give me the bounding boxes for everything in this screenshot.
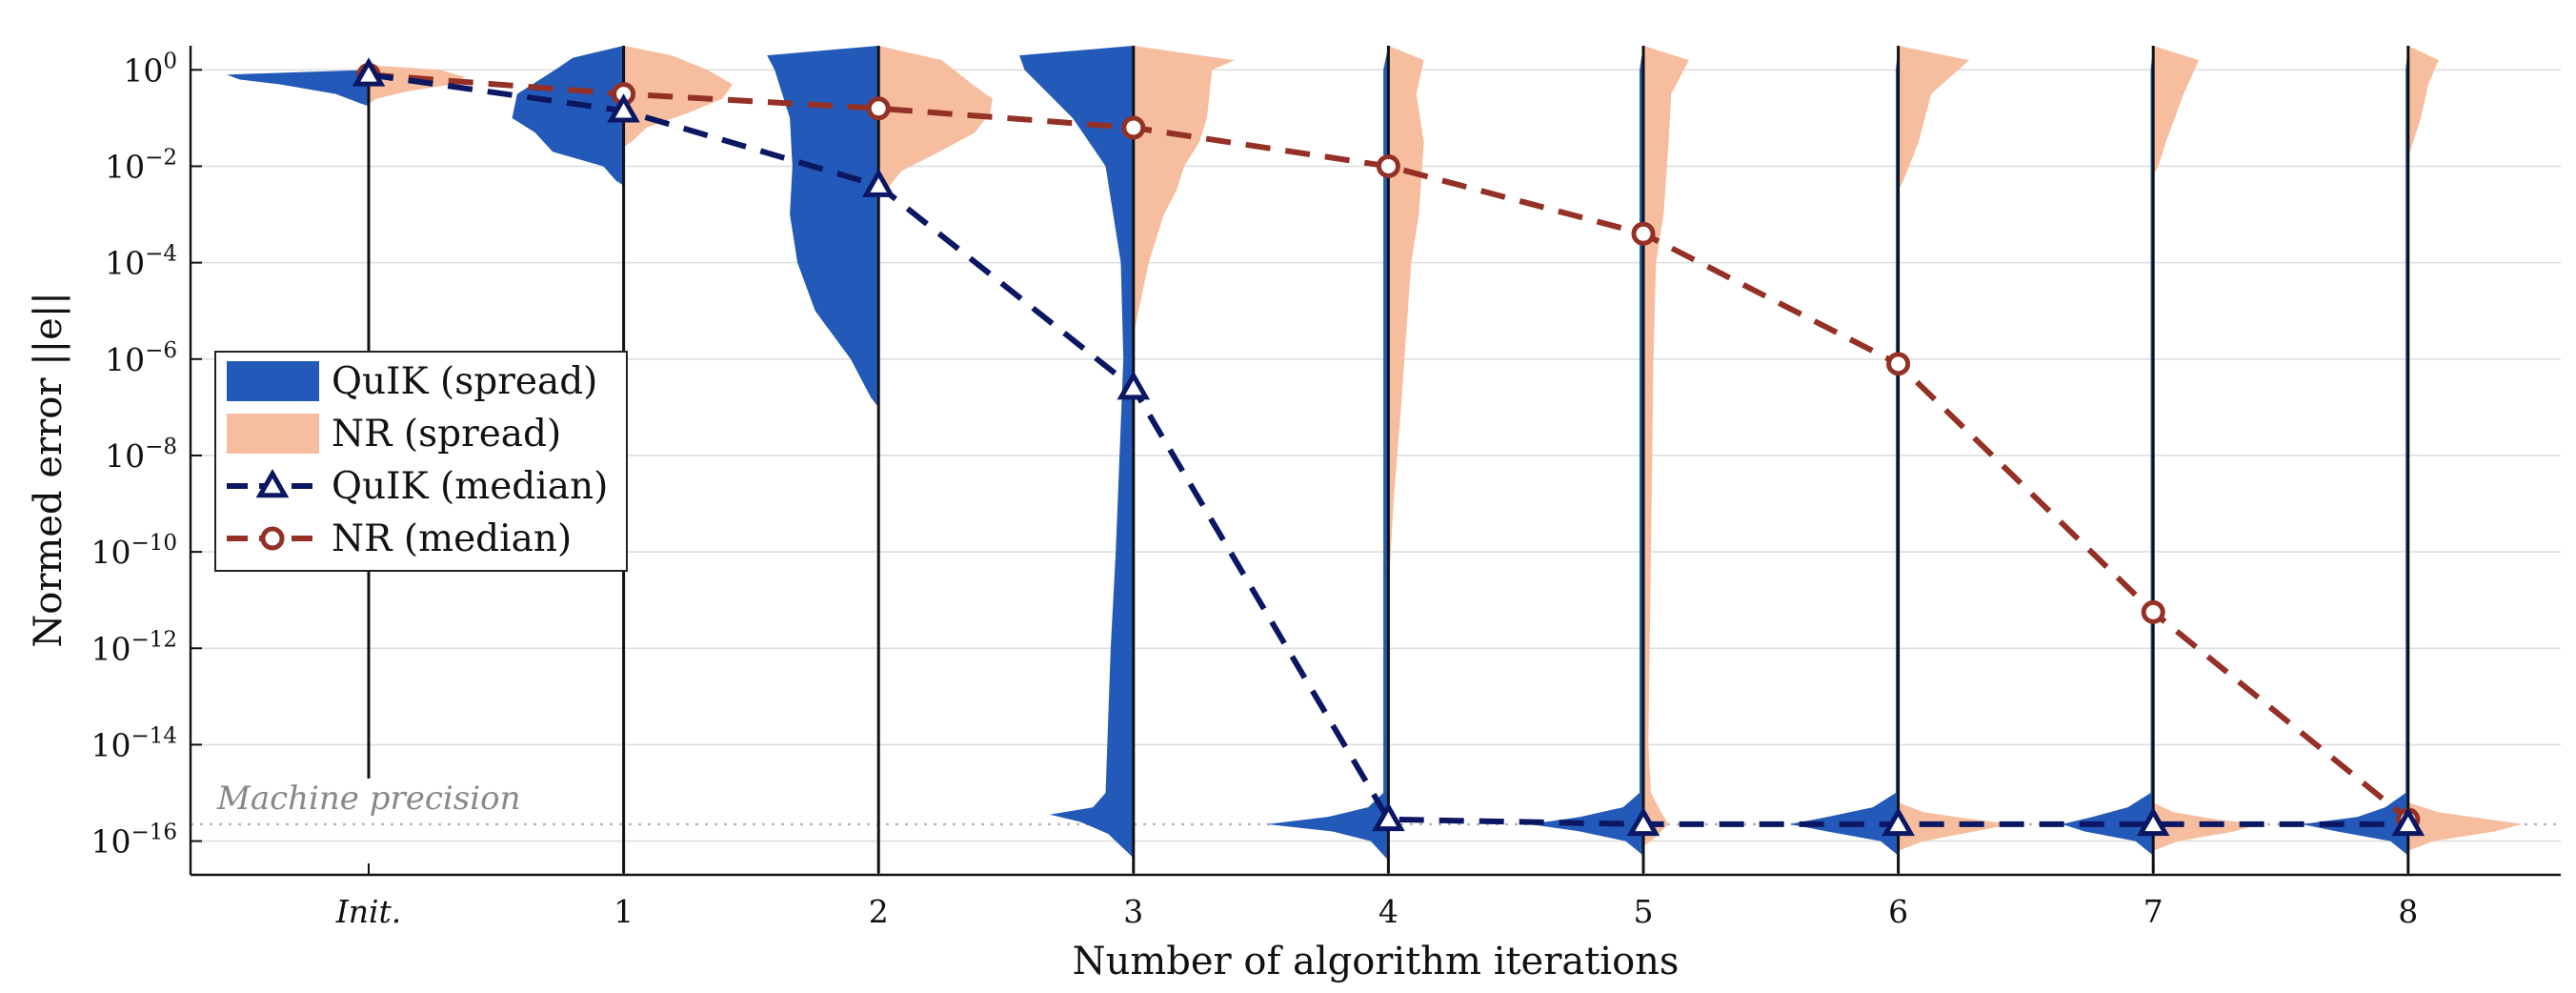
x-tick-label: 7 (2143, 893, 2163, 930)
legend-marker-nr (260, 526, 285, 551)
y-tick-label: 10−12 (91, 627, 177, 667)
legend-marker-quik (255, 468, 290, 498)
y-tick-label: 10−2 (105, 145, 177, 185)
quik-spread-8 (2302, 46, 2408, 856)
x-tick-label: 4 (1379, 893, 1399, 930)
legend-label: NR (median) (332, 517, 572, 560)
quik-median-point (1372, 801, 1405, 832)
quik-spread-4 (1266, 46, 1389, 861)
quik-spread-5 (1529, 46, 1643, 856)
quik-spread-7 (2062, 46, 2154, 856)
nr-spread-3 (1133, 46, 1236, 335)
x-tick-label: 2 (869, 893, 889, 930)
y-tick-label: 10−14 (91, 723, 177, 763)
x-tick-label: Init. (335, 893, 402, 930)
quik-median-point (1117, 371, 1151, 400)
y-axis-title: Normed error ||e|| (27, 292, 70, 648)
nr-median-point (1886, 352, 1911, 376)
y-axis-title-group: Normed error ||e|| (27, 292, 70, 648)
quik-median-point (2136, 806, 2170, 837)
quik-median-point (1626, 806, 1660, 837)
tick-labels: 100 10−2 10−4 10−6 10−8 10−10 10−12 10−14 10−16 I… (91, 49, 2418, 930)
x-tick-label: 1 (614, 893, 634, 930)
nr-spread-6 (1898, 46, 2013, 851)
nr-spread-2 (878, 46, 993, 200)
legend-label: NR (spread) (332, 413, 561, 456)
legend-label: QuIK (median) (332, 465, 608, 508)
y-tick-label: 10−16 (91, 821, 177, 861)
nr-spread-4 (1388, 46, 1424, 600)
y-tick-label: 10−8 (105, 435, 177, 475)
quik-spread-1 (512, 46, 624, 186)
quik-median-point (861, 168, 896, 197)
y-tick-label: 10−4 (105, 242, 177, 282)
quik-spread-3 (1019, 46, 1134, 859)
x-tick-label: 3 (1123, 893, 1143, 930)
machine-precision-label: Machine precision (216, 780, 520, 818)
y-tick-label: 10−10 (91, 531, 177, 571)
nr-median-point (1121, 115, 1146, 140)
nr-median-point (1376, 153, 1400, 178)
quik-median-point (2391, 806, 2425, 837)
y-tick-label: 100 (123, 49, 177, 89)
x-tick-label: 6 (1888, 893, 1908, 930)
quik-spread-6 (1789, 46, 1899, 856)
quik-median-point (352, 57, 386, 87)
x-axis-title: Number of algorithm iterations (1073, 940, 1680, 983)
nr-median-point (1631, 221, 1656, 246)
x-tick-label: 8 (2398, 893, 2418, 930)
nr-median-point (866, 96, 891, 121)
legend-label: QuIK (spread) (332, 360, 597, 403)
nr-median-point (2141, 599, 2165, 624)
legend-swatch-quik-spread (227, 361, 319, 401)
nr-spread-7 (2153, 46, 2260, 851)
quik-median-point (1882, 806, 1915, 837)
axes (189, 46, 2561, 877)
median-lines (352, 57, 2425, 837)
quik-median-point (607, 93, 640, 123)
quik-spread-0 (227, 70, 369, 107)
y-tick-label: 10−6 (105, 338, 177, 378)
quik-spread-2 (767, 46, 879, 408)
legend-swatch-nr-spread (227, 414, 319, 454)
legend: QuIK (spread) NR (spread) QuIK (median) NR … (214, 351, 628, 572)
nr-spread-5 (1643, 46, 1689, 846)
nr-spread-1 (623, 46, 733, 148)
x-tick-label: 5 (1634, 893, 1654, 930)
